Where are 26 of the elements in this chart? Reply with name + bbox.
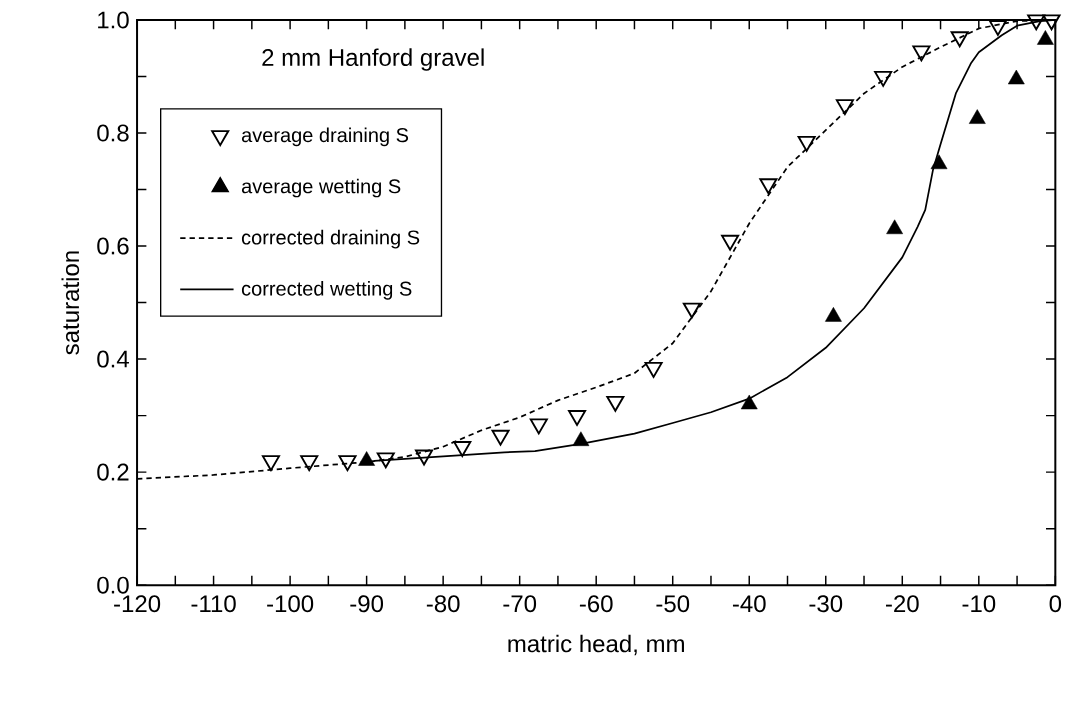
x-tick-label: -50 bbox=[656, 595, 690, 613]
y-axis-title: saturation bbox=[61, 251, 80, 355]
x-tick-label: -110 bbox=[191, 595, 236, 613]
x-tick-label: -10 bbox=[962, 595, 996, 613]
x-tick-label: -40 bbox=[732, 595, 766, 613]
x-axis-title: matric head, mm bbox=[508, 634, 684, 656]
y-tick-label: 0.4 bbox=[97, 350, 129, 368]
y-tick-label: 0.6 bbox=[97, 237, 129, 255]
legend-label: average draining S bbox=[241, 127, 409, 147]
x-tick-label: -80 bbox=[426, 595, 460, 613]
x-tick-label: -70 bbox=[503, 595, 537, 613]
y-tick-label: 1.0 bbox=[98, 11, 129, 29]
x-tick-label: -90 bbox=[350, 595, 384, 613]
x-tick-label: -100 bbox=[267, 595, 314, 613]
y-tick-label: 0.0 bbox=[97, 576, 129, 594]
x-tick-label: -20 bbox=[886, 595, 919, 613]
y-tick-label: 0.8 bbox=[97, 124, 129, 142]
legend-label: corrected draining S bbox=[241, 229, 420, 249]
x-tick-label: -30 bbox=[809, 595, 843, 613]
x-tick-label: -60 bbox=[579, 595, 613, 613]
y-tick-label: 0.2 bbox=[97, 463, 129, 481]
legend-label: corrected wetting S bbox=[241, 280, 412, 300]
legend-label: average wetting S bbox=[241, 178, 401, 198]
x-tick-label: -120 bbox=[114, 595, 161, 613]
annotation: 2 mm Hanford gravel bbox=[262, 48, 484, 71]
x-tick-label: 0 bbox=[1049, 595, 1062, 613]
